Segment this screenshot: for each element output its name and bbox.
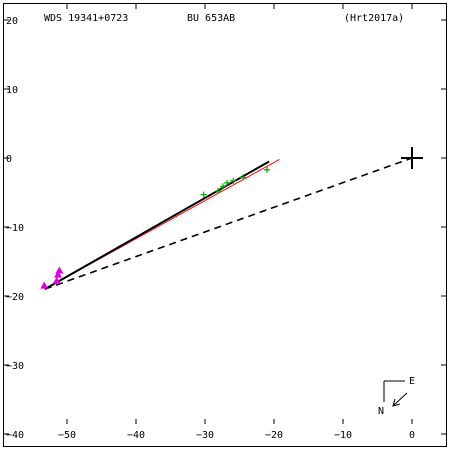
x-tick-label: −30 bbox=[196, 430, 214, 441]
orbit-lines bbox=[44, 147, 423, 290]
observation-triangle bbox=[52, 276, 61, 284]
observation-plus bbox=[200, 191, 207, 198]
x-tick-label: −10 bbox=[334, 430, 352, 441]
compass-rose: E N bbox=[378, 376, 415, 417]
reference-label: (Hrt2017a) bbox=[344, 13, 404, 24]
y-tick-label: 0 bbox=[6, 154, 12, 165]
orbit-line bbox=[44, 160, 270, 290]
plot-frame bbox=[3, 3, 447, 447]
axis-tick-labels: 20 10 0 −10 −20 −30 −40 −50 −40 −30 −20 −10 0 bbox=[6, 16, 415, 441]
observation-plus bbox=[224, 179, 231, 186]
observation-plus bbox=[264, 166, 271, 173]
observation-plus bbox=[230, 177, 237, 184]
observation-triangle bbox=[55, 266, 64, 274]
observation-plus bbox=[215, 188, 222, 195]
y-tick-label: −40 bbox=[6, 430, 24, 441]
line-of-nodes bbox=[44, 157, 413, 290]
y-tick-label: −20 bbox=[6, 292, 24, 303]
compass-east-label: E bbox=[409, 376, 415, 387]
observation-plus bbox=[239, 174, 246, 181]
y-tick-label: −10 bbox=[6, 223, 24, 234]
discoverer-label: BU 653AB bbox=[187, 13, 235, 24]
y-tick-label: −30 bbox=[6, 361, 24, 372]
x-tick-label: 0 bbox=[409, 430, 415, 441]
y-tick-label: 20 bbox=[6, 16, 18, 27]
wds-label: WDS 19341+0723 bbox=[44, 13, 128, 24]
observation-triangle bbox=[54, 270, 63, 278]
x-tick-label: −20 bbox=[265, 430, 283, 441]
axis-ticks bbox=[4, 4, 446, 435]
x-tick-label: −50 bbox=[58, 430, 76, 441]
y-tick-label: 10 bbox=[6, 85, 18, 96]
observation-plus bbox=[219, 183, 226, 190]
compass-north-label: N bbox=[378, 406, 384, 417]
x-tick-label: −40 bbox=[127, 430, 145, 441]
observation-triangle bbox=[40, 281, 49, 289]
observation-points bbox=[40, 166, 271, 289]
